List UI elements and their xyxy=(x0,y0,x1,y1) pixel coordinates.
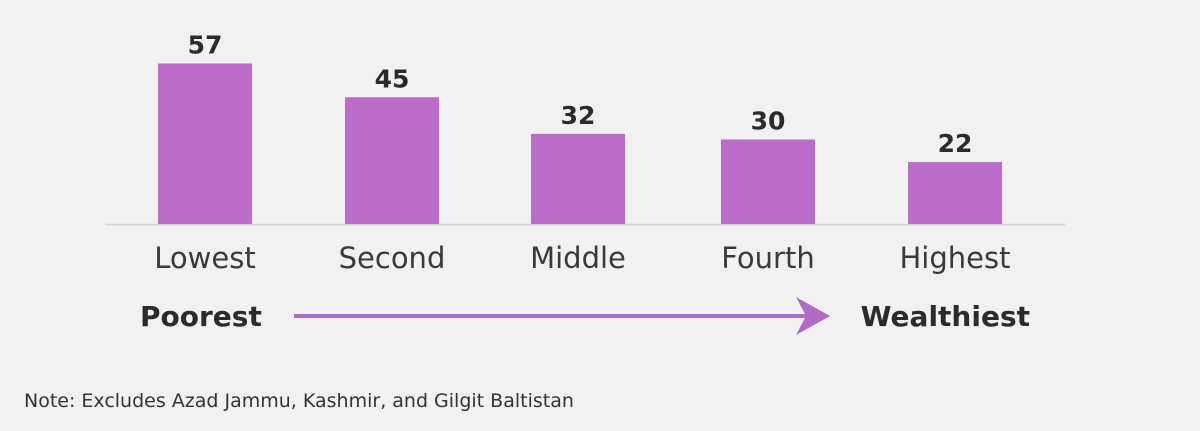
value-label-middle: 32 xyxy=(561,101,596,130)
category-label-highest: Highest xyxy=(900,241,1011,275)
value-label-second: 45 xyxy=(375,64,410,93)
category-label-middle: Middle xyxy=(530,241,626,275)
wealth-arrow-head-icon xyxy=(796,297,830,335)
category-labels-group: Lowest Second Middle Fourth Highest xyxy=(154,241,1010,275)
bar-fourth xyxy=(721,139,815,224)
bar-second xyxy=(345,97,439,224)
value-labels-group: 57 45 32 30 22 xyxy=(188,30,973,158)
wealthiest-label: Wealthiest xyxy=(861,300,1030,333)
poorest-label: Poorest xyxy=(140,300,262,333)
category-label-lowest: Lowest xyxy=(154,241,255,275)
category-label-fourth: Fourth xyxy=(721,241,814,275)
bar-highest xyxy=(908,162,1002,224)
chart-note: Note: Excludes Azad Jammu, Kashmir, and … xyxy=(24,390,574,412)
bar-middle xyxy=(531,133,625,224)
value-label-lowest: 57 xyxy=(188,30,223,59)
bar-lowest xyxy=(158,63,252,224)
value-label-highest: 22 xyxy=(938,129,973,158)
value-label-fourth: 30 xyxy=(751,107,786,136)
category-label-second: Second xyxy=(339,241,446,275)
bars-group xyxy=(158,63,1002,224)
